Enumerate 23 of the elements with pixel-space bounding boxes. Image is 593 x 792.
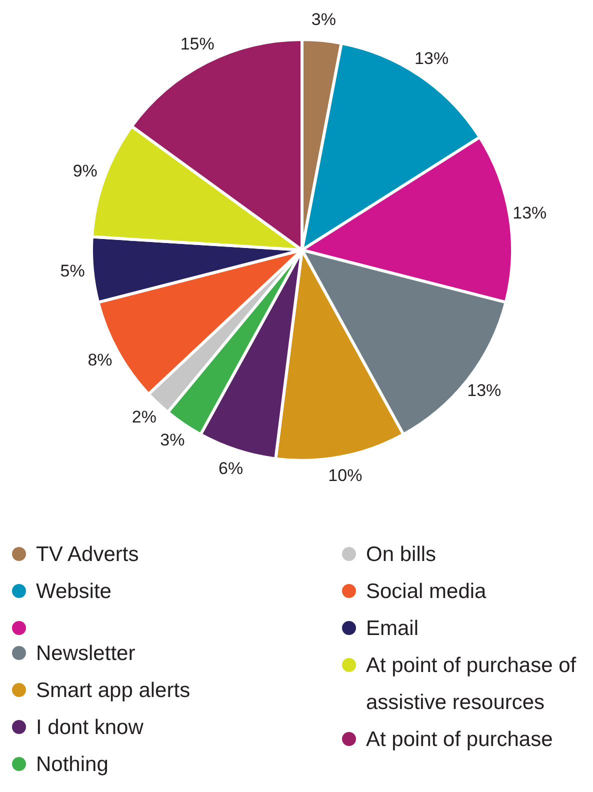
- data-label: 9%: [72, 162, 98, 181]
- legend-label: Nothing: [36, 752, 108, 778]
- data-label: 13%: [512, 204, 547, 223]
- data-label: 3%: [160, 430, 185, 450]
- data-label: 2%: [132, 408, 156, 427]
- data-label: 13%: [467, 380, 502, 400]
- legend-label: Newsletter: [36, 641, 136, 667]
- data-label: 15%: [180, 34, 214, 54]
- legend-label: Email: [366, 616, 419, 642]
- data-label: 5%: [60, 261, 85, 280]
- data-label: 8%: [88, 350, 112, 370]
- legend-label: At point of purchase: [366, 727, 553, 753]
- legend-label: On bills: [366, 542, 436, 568]
- data-label: 13%: [414, 49, 449, 68]
- legend-label: I dont know: [36, 715, 144, 741]
- legend-label: Social media: [366, 579, 486, 605]
- data-label: 6%: [218, 458, 244, 478]
- legend-label: TV Adverts: [36, 542, 139, 568]
- legend-label: Website: [36, 579, 112, 605]
- legend-label: At point of purchase of assistive resources: [366, 653, 578, 716]
- data-label: 3%: [311, 10, 336, 30]
- data-label: 10%: [328, 466, 362, 486]
- legend-label: Smart app alerts: [36, 678, 190, 704]
